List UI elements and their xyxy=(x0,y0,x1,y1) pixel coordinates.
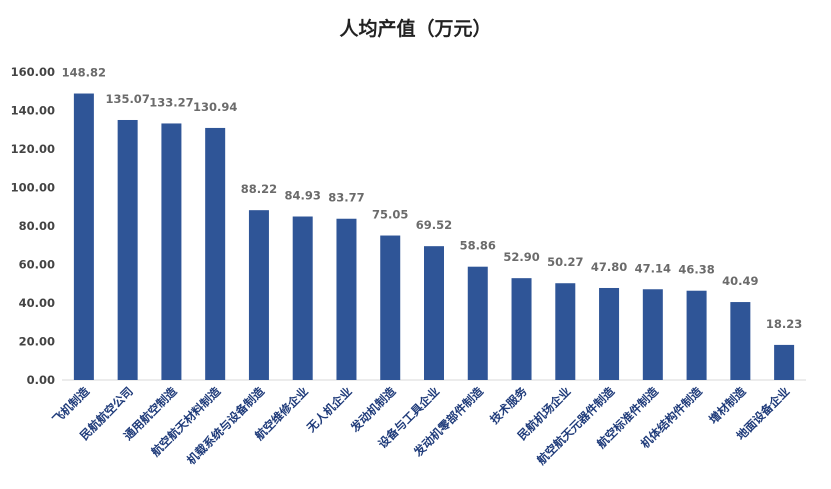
data-label: 130.94 xyxy=(193,100,237,114)
x-tick-label: 增材制造 xyxy=(706,384,749,427)
data-label: 133.27 xyxy=(149,95,193,109)
bar xyxy=(336,218,357,380)
bar xyxy=(555,283,576,380)
y-tick-label: 0.00 xyxy=(27,373,55,387)
data-label: 75.05 xyxy=(372,208,408,222)
data-label: 47.80 xyxy=(591,260,627,274)
bar xyxy=(73,93,94,381)
x-tick-label: 无人机企业 xyxy=(303,384,355,436)
y-tick-label: 160.00 xyxy=(11,65,55,79)
data-label: 69.52 xyxy=(416,218,452,232)
bar xyxy=(424,246,444,380)
data-label: 83.77 xyxy=(328,191,364,205)
chart-title: 人均产值（万元） xyxy=(339,18,492,40)
data-label: 135.07 xyxy=(105,92,149,106)
y-tick-label: 100.00 xyxy=(11,181,55,195)
bar xyxy=(686,290,707,380)
data-label: 88.22 xyxy=(241,182,277,196)
data-label: 47.14 xyxy=(635,261,671,275)
data-label: 46.38 xyxy=(678,263,714,277)
x-tick-label: 机载系统与设备制造 xyxy=(184,384,267,467)
bar xyxy=(599,287,620,380)
data-label: 52.90 xyxy=(503,250,539,264)
bar xyxy=(774,344,795,380)
data-label: 148.82 xyxy=(62,66,106,80)
bar xyxy=(292,216,313,380)
data-label: 50.27 xyxy=(547,255,583,269)
y-tick-label: 80.00 xyxy=(19,219,55,233)
x-tick-label: 飞机制造 xyxy=(50,384,93,427)
x-tick-label: 技术服务 xyxy=(487,384,530,427)
bar xyxy=(380,235,401,380)
y-tick-label: 60.00 xyxy=(19,258,55,272)
y-tick-label: 140.00 xyxy=(11,104,55,118)
bar xyxy=(205,127,226,381)
bar xyxy=(467,266,488,380)
data-label: 18.23 xyxy=(766,317,802,331)
data-label: 84.93 xyxy=(285,189,321,203)
data-label: 58.86 xyxy=(460,239,496,253)
y-tick-label: 120.00 xyxy=(11,142,55,156)
bar xyxy=(248,210,269,380)
bar xyxy=(117,119,138,381)
x-tick-label: 航空航天元器件制造 xyxy=(534,384,617,467)
data-label: 40.49 xyxy=(722,274,758,288)
bar xyxy=(642,289,663,380)
bar xyxy=(730,302,751,380)
y-tick-label: 20.00 xyxy=(19,335,55,349)
bar xyxy=(161,123,182,380)
bar xyxy=(511,278,532,380)
y-tick-label: 40.00 xyxy=(19,296,55,310)
